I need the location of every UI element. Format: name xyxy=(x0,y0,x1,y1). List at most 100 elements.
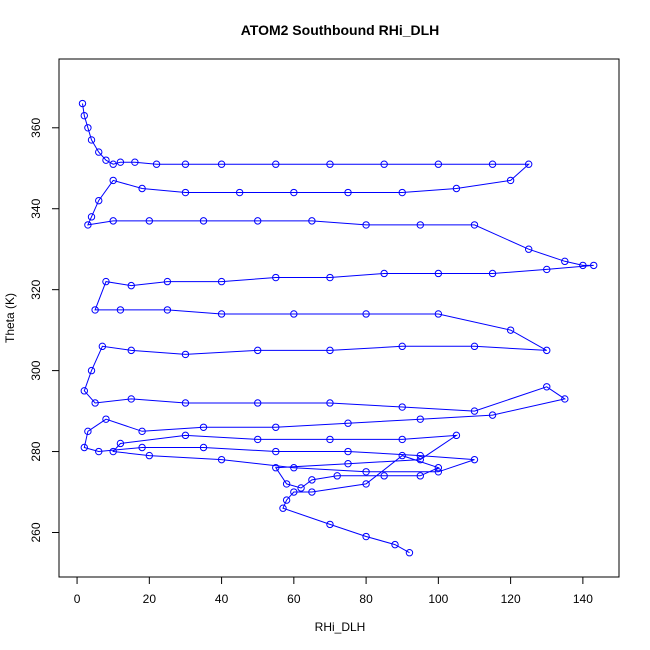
data-point xyxy=(434,310,443,318)
data-point xyxy=(109,217,117,225)
data-point xyxy=(416,472,424,480)
data-point xyxy=(452,431,461,440)
data-point xyxy=(416,455,424,464)
data-point xyxy=(344,459,352,468)
data-point xyxy=(102,277,110,286)
data-point xyxy=(398,451,406,460)
x-tick-label: 100 xyxy=(428,592,448,606)
data-point xyxy=(362,310,370,318)
data-layer xyxy=(78,99,598,557)
data-point xyxy=(344,419,352,427)
data-point xyxy=(344,188,352,197)
data-point xyxy=(109,160,117,168)
data-point xyxy=(91,399,99,407)
data-point xyxy=(380,472,388,480)
data-point xyxy=(380,269,388,278)
data-point xyxy=(524,245,533,253)
data-point xyxy=(470,342,479,351)
data-point xyxy=(470,455,479,464)
data-point xyxy=(181,399,190,407)
data-point xyxy=(308,488,316,496)
data-point xyxy=(308,476,316,484)
data-point xyxy=(272,423,280,431)
x-axis-label: RHi_DLH xyxy=(315,620,366,634)
data-point xyxy=(579,261,587,270)
data-point xyxy=(272,464,280,472)
y-tick-label: 280 xyxy=(29,441,43,461)
data-point xyxy=(543,346,551,355)
chart-title: ATOM2 Southbound RHi_DLH xyxy=(241,22,440,38)
data-point xyxy=(362,532,370,541)
data-point xyxy=(543,265,551,274)
data-point xyxy=(235,188,244,197)
data-point xyxy=(434,160,443,168)
data-point xyxy=(543,383,551,391)
data-point xyxy=(127,395,135,403)
data-point xyxy=(116,306,125,314)
data-point xyxy=(488,411,497,419)
data-point xyxy=(116,439,125,448)
data-point xyxy=(362,480,370,488)
data-point xyxy=(416,221,424,229)
data-point xyxy=(416,415,424,423)
x-tick-label: 40 xyxy=(215,592,229,606)
data-point xyxy=(199,217,208,225)
data-point xyxy=(506,176,515,185)
data-point xyxy=(254,399,262,407)
x-tick-label: 120 xyxy=(501,592,521,606)
data-point xyxy=(131,158,139,166)
data-point xyxy=(398,403,406,411)
data-point xyxy=(78,99,87,108)
data-point xyxy=(326,160,334,168)
data-point xyxy=(80,387,88,395)
data-point xyxy=(398,188,406,197)
data-point xyxy=(84,124,92,132)
y-tick-label: 260 xyxy=(29,522,43,542)
data-point xyxy=(163,306,172,314)
data-point xyxy=(279,504,287,512)
data-point xyxy=(398,342,406,351)
data-point xyxy=(102,156,110,164)
data-point xyxy=(290,310,298,318)
data-point xyxy=(326,399,334,407)
data-point xyxy=(362,221,370,229)
data-point xyxy=(326,435,334,444)
data-point xyxy=(98,342,107,351)
data-point xyxy=(272,447,280,456)
data-point xyxy=(217,455,226,464)
data-point xyxy=(127,346,135,355)
data-point xyxy=(95,447,103,456)
data-point xyxy=(380,160,388,168)
data-point xyxy=(181,188,190,197)
plot-frame xyxy=(58,58,620,578)
data-point xyxy=(326,346,334,355)
data-point xyxy=(290,464,298,472)
data-point xyxy=(217,160,226,168)
y-axis: 260 280 300 320 340 360 xyxy=(29,117,60,543)
data-point xyxy=(282,496,291,504)
data-point xyxy=(416,451,424,460)
data-point xyxy=(91,306,99,314)
data-point xyxy=(181,160,190,168)
data-point xyxy=(254,435,262,444)
data-point xyxy=(488,160,497,168)
data-point xyxy=(84,221,92,229)
data-point xyxy=(391,540,399,549)
data-point xyxy=(398,435,406,444)
data-point xyxy=(95,148,103,156)
data-point xyxy=(254,346,262,355)
data-point xyxy=(254,217,262,225)
x-tick-label: 20 xyxy=(143,592,157,606)
data-point xyxy=(217,310,226,318)
data-point xyxy=(181,431,190,440)
x-tick-label: 80 xyxy=(359,592,373,606)
data-point xyxy=(434,269,443,278)
data-point xyxy=(87,366,96,375)
data-point xyxy=(145,217,154,225)
x-tick-label: 60 xyxy=(287,592,301,606)
data-point xyxy=(102,415,110,423)
data-point xyxy=(84,427,92,436)
data-point xyxy=(145,451,154,460)
data-point xyxy=(138,184,146,193)
